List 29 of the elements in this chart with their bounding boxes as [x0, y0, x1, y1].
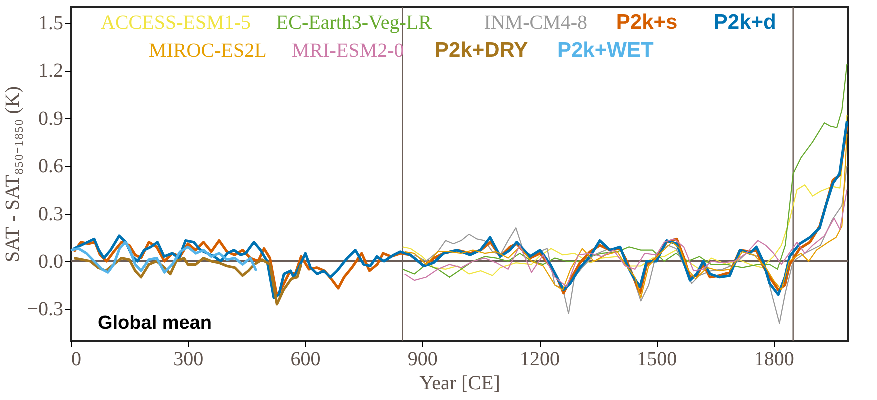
y-tick-label: 0.9 [38, 108, 64, 130]
x-tick-label: 300 [174, 348, 204, 370]
line-series [404, 134, 848, 299]
text: P2k+WET [558, 39, 654, 62]
x-tick-label: 600 [290, 348, 321, 370]
y-tick-label: 1.2 [38, 60, 64, 82]
y-tick-label: 0.0 [38, 250, 64, 273]
line-series [70, 241, 258, 274]
y-tick-label: 0.3 [38, 203, 64, 226]
x-tick-label: 1500 [637, 348, 678, 370]
x-tick-label: 1200 [520, 348, 560, 370]
text: P2k+DRY [435, 39, 528, 62]
annotation: Global mean [98, 313, 212, 334]
y-tick-label: 1.5 [38, 12, 64, 34]
x-tick-label: 900 [408, 348, 438, 370]
y-tick-label: −0.3 [27, 298, 64, 321]
line-series [402, 64, 848, 278]
text: INM-CM4-8 [484, 12, 588, 34]
text: P2k+d [714, 11, 776, 34]
text: P2k+s [616, 11, 678, 34]
x-axis-title: Year [CE] [420, 372, 500, 394]
x-tick-label: 1800 [754, 348, 794, 370]
text: ACCESS-ESM1-5 [101, 12, 252, 34]
text: MIROC-ES2L [149, 40, 267, 62]
line-series [404, 189, 848, 288]
y-tick-label: 0.6 [38, 156, 64, 178]
line-series [72, 256, 303, 306]
y-axis-title: SAT - SAT₈₅₀₋₁₈₅₀ (K) [2, 86, 24, 263]
x-tick-label: 0 [72, 348, 82, 370]
